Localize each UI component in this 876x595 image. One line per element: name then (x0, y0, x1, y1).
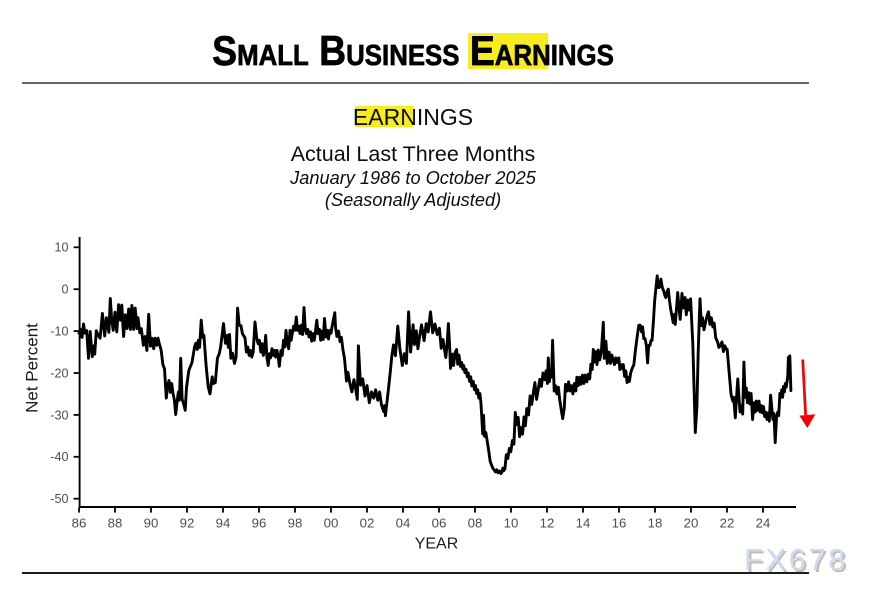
svg-text:92: 92 (180, 515, 195, 530)
svg-text:12: 12 (540, 515, 555, 530)
svg-text:98: 98 (288, 515, 303, 530)
svg-text:10: 10 (504, 515, 519, 530)
svg-text:14: 14 (576, 515, 591, 530)
svg-text:02: 02 (360, 515, 375, 530)
svg-text:08: 08 (468, 515, 483, 530)
svg-text:94: 94 (216, 515, 231, 530)
svg-text:90: 90 (144, 515, 159, 530)
svg-text:16: 16 (612, 515, 627, 530)
svg-text:86: 86 (72, 515, 87, 530)
svg-text:-40: -40 (50, 450, 68, 464)
svg-text:00: 00 (324, 515, 339, 530)
svg-text:YEAR: YEAR (415, 536, 459, 553)
svg-text:-30: -30 (50, 408, 68, 422)
svg-text:96: 96 (252, 515, 267, 530)
svg-text:88: 88 (108, 515, 123, 530)
svg-text:06: 06 (432, 515, 447, 530)
svg-text:-10: -10 (50, 325, 68, 339)
svg-text:04: 04 (396, 515, 411, 530)
svg-text:20: 20 (684, 515, 699, 530)
svg-text:18: 18 (648, 515, 663, 530)
svg-text:Net Percent: Net Percent (23, 323, 42, 413)
svg-text:22: 22 (720, 515, 735, 530)
svg-text:-50: -50 (50, 492, 68, 506)
svg-text:-20: -20 (50, 366, 68, 380)
svg-text:24: 24 (756, 515, 771, 530)
svg-text:10: 10 (54, 241, 68, 255)
svg-text:0: 0 (61, 283, 68, 297)
